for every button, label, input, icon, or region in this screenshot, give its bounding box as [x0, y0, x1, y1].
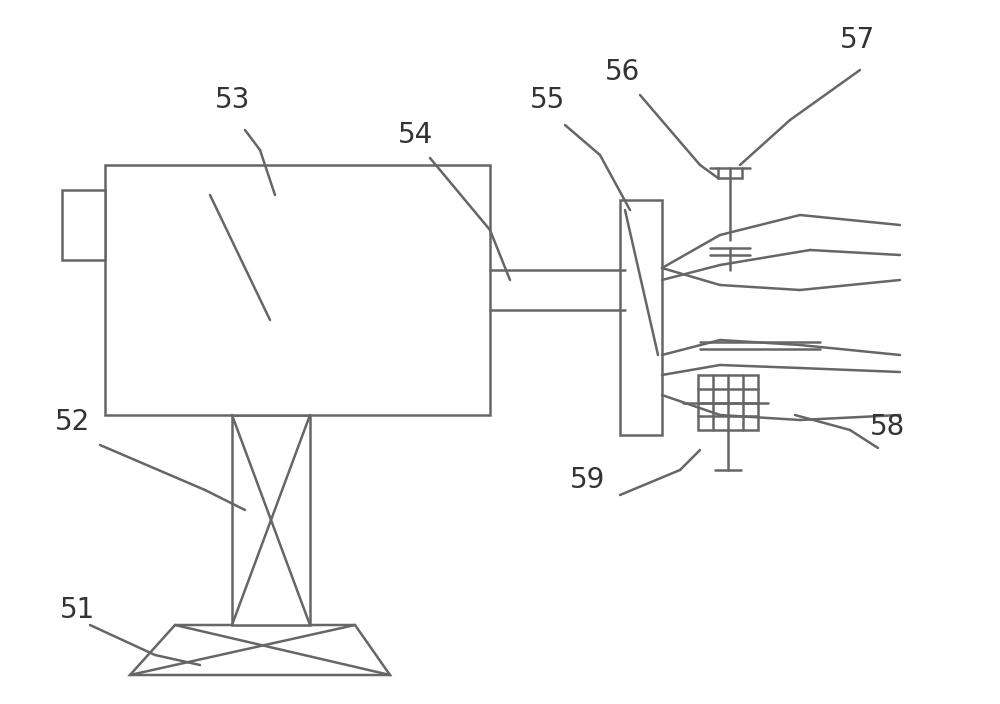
Text: 59: 59	[570, 466, 605, 494]
Text: 55: 55	[530, 86, 565, 114]
Bar	[62, 190, 105, 260]
Text: 52: 52	[55, 408, 90, 436]
Text: 54: 54	[398, 121, 433, 149]
Text: 53: 53	[215, 86, 250, 114]
Text: 58: 58	[870, 413, 905, 441]
Polygon shape	[130, 625, 390, 675]
Text: 57: 57	[840, 26, 875, 54]
Bar	[232, 415, 310, 625]
Bar	[698, 375, 758, 430]
Bar	[620, 200, 662, 435]
Text: 56: 56	[605, 58, 640, 86]
Bar	[105, 165, 490, 415]
Text: 51: 51	[60, 596, 95, 624]
